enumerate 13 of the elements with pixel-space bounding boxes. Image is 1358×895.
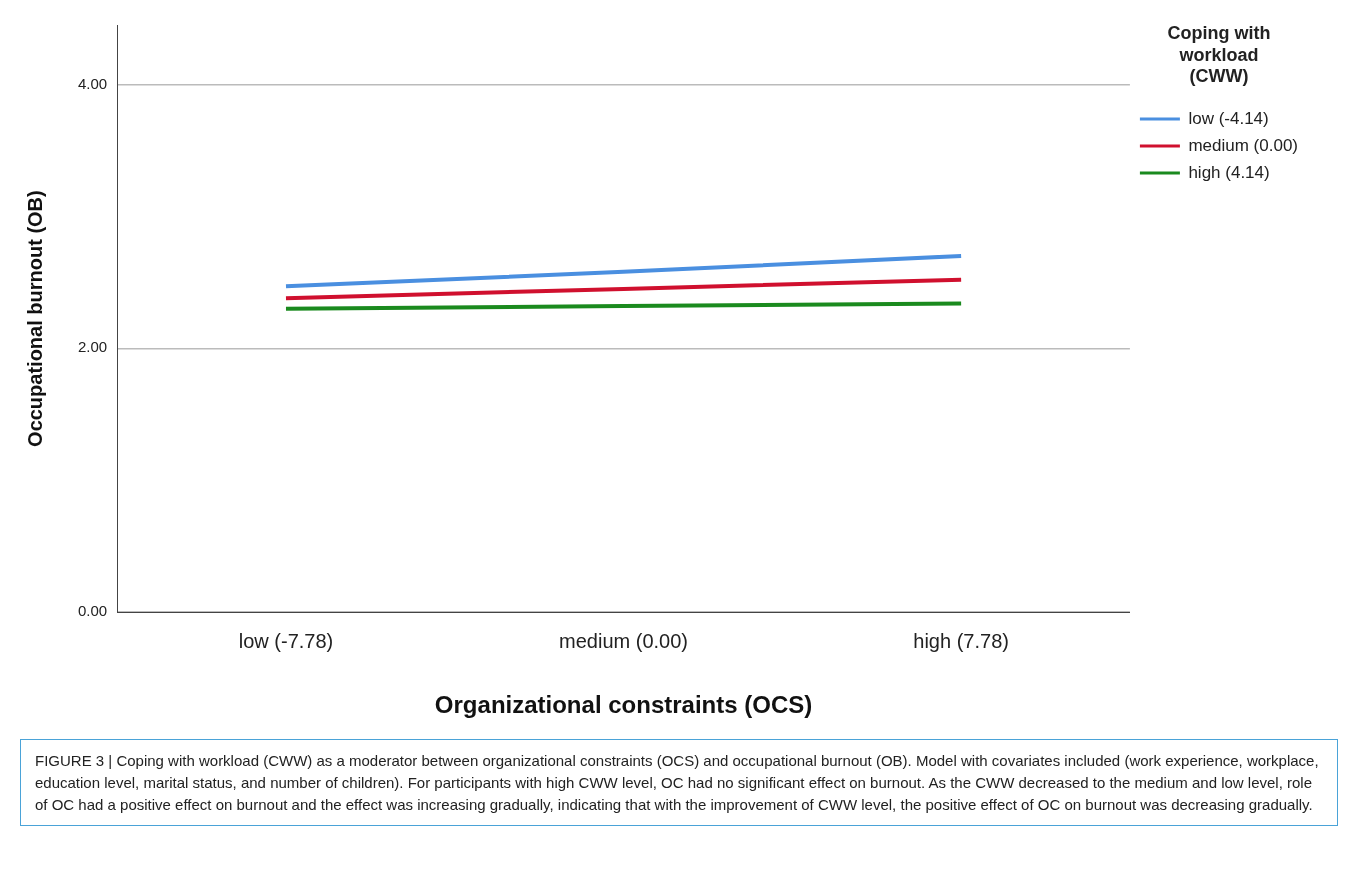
legend-label: medium (0.00) xyxy=(1188,135,1299,155)
x-tick-label: medium (0.00) xyxy=(559,629,689,652)
legend-title: Coping with workload (CWW) xyxy=(1167,22,1271,87)
x-axis-title: Organizational constraints (OCS) xyxy=(434,691,813,719)
caption: FIGURE 3 | Coping with workload (CWW) as a moderator between organizational constraints (OCS) and occupational burnout (OB). Model with covariates included (work experience, workplace, education level, marital status, and number of children). For participants with high CWW level, OC had no significant effect on burnout. As the CWW decreased to the medium and low level, role of OC had a positive effect on burnout and the effect was increasing gradually, indicating that with the improvement of CWW level, the positive effect of OC on burnout was decreasing gradually. xyxy=(20,739,1338,827)
legend-label: high (4.14) xyxy=(1188,162,1270,182)
y-tick-label: 2.00 xyxy=(77,338,108,356)
y-axis-title: Occupational burnout (OB) xyxy=(23,190,46,447)
x-tick-label: low (-7.78) xyxy=(238,629,334,652)
legend-label: low (-4.14) xyxy=(1188,108,1269,128)
y-tick-label: 4.00 xyxy=(77,74,108,92)
x-tick-label: high (7.78) xyxy=(913,629,1009,652)
y-tick-label: 0.00 xyxy=(77,602,108,620)
